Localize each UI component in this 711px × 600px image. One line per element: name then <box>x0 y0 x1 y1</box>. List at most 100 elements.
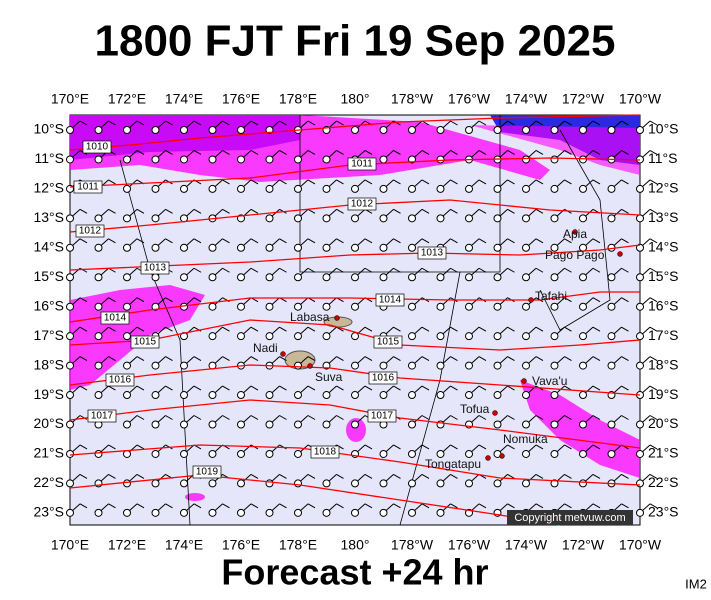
barb-flag <box>621 208 629 214</box>
lon-label: 180° <box>341 91 370 107</box>
station <box>94 449 103 458</box>
station <box>66 302 74 311</box>
lat-label: 21°S <box>33 445 64 461</box>
station <box>351 332 359 341</box>
barb-flag <box>450 120 458 126</box>
lon-label: 172°W <box>562 91 605 107</box>
barb-flag <box>336 238 344 244</box>
barb-flag <box>450 238 458 244</box>
barb-flag <box>279 473 287 479</box>
station <box>208 479 217 488</box>
station <box>636 449 644 458</box>
barb-flag <box>193 356 202 362</box>
lat-label: 19°S <box>33 386 64 402</box>
lon-label: 170°W <box>619 91 662 107</box>
station <box>408 184 416 193</box>
station <box>550 273 559 282</box>
station <box>237 184 245 193</box>
station <box>237 302 245 311</box>
station <box>579 391 587 400</box>
station <box>294 273 302 282</box>
barb-flag <box>222 150 230 155</box>
barb-flag <box>307 385 316 391</box>
isobar-label-box <box>347 157 377 171</box>
barb-flag <box>279 150 287 155</box>
lat-label: 15°S <box>33 268 64 284</box>
barb-flag <box>592 473 601 479</box>
station <box>94 155 103 164</box>
station <box>493 184 502 193</box>
barb-flag <box>535 356 544 362</box>
station <box>408 420 416 429</box>
station <box>607 302 616 311</box>
barb-flag <box>478 415 487 420</box>
station <box>408 508 416 517</box>
station <box>123 273 131 282</box>
barb-flag <box>79 444 88 450</box>
barb-flag <box>393 208 401 214</box>
barb-flag <box>592 385 601 391</box>
station <box>294 449 302 458</box>
station <box>379 126 388 134</box>
station <box>94 302 103 311</box>
barb-flag <box>649 385 658 391</box>
barb-flag <box>336 179 344 185</box>
isobar-label: 1018 <box>314 447 337 458</box>
station <box>379 391 388 400</box>
barb-flag <box>649 297 658 303</box>
station <box>151 508 160 517</box>
station <box>351 184 359 193</box>
station <box>636 420 644 429</box>
barb-flag <box>336 267 344 273</box>
station <box>550 155 559 164</box>
station <box>208 155 217 164</box>
station <box>208 508 217 517</box>
station <box>237 508 245 517</box>
barb-flag <box>649 150 658 155</box>
barb-flag <box>307 179 316 185</box>
station <box>180 273 188 282</box>
station <box>465 302 473 311</box>
station <box>607 214 616 223</box>
station <box>265 508 274 517</box>
station <box>379 361 388 370</box>
station <box>436 449 445 458</box>
lat-label: 15°S <box>648 268 679 284</box>
lat-label: 12°S <box>648 180 679 196</box>
barb-flag <box>421 179 430 185</box>
lat-label: 14°S <box>648 239 679 255</box>
barb-flag <box>193 415 202 420</box>
station <box>180 243 188 252</box>
barb-flag <box>364 503 373 509</box>
station <box>66 420 74 429</box>
station <box>493 361 502 370</box>
station <box>123 449 131 458</box>
barb-flag <box>136 385 145 391</box>
station <box>237 449 245 458</box>
station <box>123 508 131 517</box>
station <box>123 184 131 193</box>
station <box>123 155 131 164</box>
barb-flag <box>136 415 145 420</box>
barb-flag <box>108 179 116 185</box>
station <box>408 302 416 311</box>
lon-label: 170°E <box>51 537 89 553</box>
station <box>550 479 559 488</box>
station <box>436 479 445 488</box>
station <box>66 479 74 488</box>
map-body <box>69 114 641 526</box>
station <box>66 332 74 341</box>
barb-flag <box>165 326 173 332</box>
barb-flag <box>222 120 230 126</box>
barb-flag <box>279 179 287 185</box>
barb-flag <box>621 473 629 479</box>
barb-flag <box>136 297 145 303</box>
barb-flag <box>222 267 230 273</box>
barb-flag <box>592 120 601 126</box>
station <box>522 273 530 282</box>
station <box>579 361 587 370</box>
station <box>94 273 103 282</box>
barb-flag <box>222 238 230 244</box>
isobar-label: 1019 <box>196 467 219 478</box>
barb-flag <box>279 267 287 273</box>
